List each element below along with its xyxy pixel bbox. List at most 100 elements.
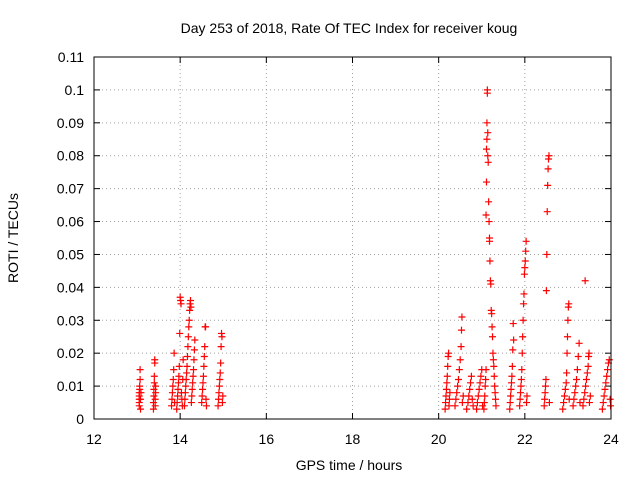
data-point-plus	[544, 165, 552, 173]
y-tick-label: 0.02	[57, 345, 84, 361]
data-point-plus	[216, 376, 224, 384]
data-point-plus	[456, 356, 464, 364]
data-point-plus	[464, 399, 472, 407]
y-tick-label: 0.03	[57, 312, 84, 328]
data-point-plus	[188, 385, 196, 393]
data-point-plus	[543, 250, 551, 258]
data-point-plus	[182, 376, 190, 384]
data-point-plus	[491, 382, 499, 390]
y-tick-label: 0.09	[57, 115, 84, 131]
data-point-plus	[445, 402, 453, 410]
data-point-plus	[137, 405, 145, 413]
data-point-plus	[174, 392, 182, 400]
data-point-plus	[482, 145, 490, 153]
data-point-plus	[519, 333, 527, 341]
data-point-plus	[176, 329, 184, 337]
data-point-plus	[517, 382, 525, 390]
data-point-plus	[583, 369, 591, 377]
data-point-plus	[507, 385, 515, 393]
data-point-plus	[187, 297, 195, 305]
plot-frame	[93, 56, 612, 420]
data-point-plus	[458, 313, 466, 321]
data-point-plus	[484, 129, 492, 137]
data-point-plus	[520, 300, 528, 308]
data-point-plus	[572, 382, 580, 390]
data-point-plus	[573, 376, 581, 384]
data-point-plus	[485, 198, 493, 206]
data-point-plus	[168, 389, 176, 397]
data-point-plus	[445, 395, 453, 403]
data-point-plus	[218, 333, 226, 341]
x-tick-label: 16	[259, 431, 275, 447]
data-point-plus	[169, 376, 177, 384]
data-point-plus	[545, 152, 553, 160]
data-point-plus	[541, 389, 549, 397]
data-point-plus	[482, 366, 490, 374]
data-point-plus	[188, 392, 196, 400]
data-point-plus	[598, 405, 606, 413]
data-point-plus	[199, 385, 207, 393]
data-point-plus	[517, 376, 525, 384]
data-point-plus	[150, 372, 158, 380]
data-point-plus	[481, 392, 489, 400]
chart-title: Day 253 of 2018, Rate Of TEC Index for r…	[181, 20, 518, 36]
data-point-plus	[175, 362, 183, 370]
data-point-plus	[198, 392, 206, 400]
data-point-plus	[564, 316, 572, 324]
data-point-plus	[182, 382, 190, 390]
data-point-plus	[563, 369, 571, 377]
data-point-plus	[150, 385, 158, 393]
data-point-plus	[173, 399, 181, 407]
y-tick-label: 0.05	[57, 246, 84, 262]
data-point-plus	[482, 376, 490, 384]
data-point-plus	[477, 372, 485, 380]
data-point-plus	[542, 382, 550, 390]
data-point-plus	[486, 257, 494, 265]
x-tick-label: 20	[431, 431, 447, 447]
data-point-plus	[453, 389, 461, 397]
data-point-plus	[519, 316, 527, 324]
y-tick-label: 0.1	[65, 82, 85, 98]
data-point-plus	[463, 405, 471, 413]
data-point-plus	[181, 395, 189, 403]
y-tick-label: 0	[76, 411, 84, 427]
data-point-plus	[573, 366, 581, 374]
data-point-plus	[202, 395, 210, 403]
data-point-plus	[136, 382, 144, 390]
data-point-plus	[482, 178, 490, 186]
data-point-plus	[214, 402, 222, 410]
data-point-plus	[137, 389, 145, 397]
data-point-plus	[481, 382, 489, 390]
data-point-plus	[215, 389, 223, 397]
x-tick-label: 24	[603, 431, 619, 447]
data-point-plus	[191, 336, 199, 344]
data-point-plus	[181, 389, 189, 397]
data-point-plus	[169, 382, 177, 390]
data-point-plus	[217, 343, 225, 351]
data-point-plus	[585, 399, 593, 407]
x-tick-label: 18	[345, 431, 361, 447]
data-point-plus	[510, 336, 518, 344]
x-tick-label: 12	[86, 431, 102, 447]
data-point-plus	[177, 300, 185, 308]
data-point-plus	[219, 392, 227, 400]
data-point-plus	[482, 211, 490, 219]
data-point-plus	[489, 349, 497, 357]
data-point-plus	[468, 395, 476, 403]
data-point-plus	[149, 405, 157, 413]
data-point-plus	[216, 369, 224, 377]
data-point-plus	[215, 382, 223, 390]
data-point-plus	[581, 389, 589, 397]
data-point-plus	[442, 399, 450, 407]
data-point-plus	[476, 379, 484, 387]
data-point-plus	[137, 395, 145, 403]
data-point-plus	[569, 402, 577, 410]
data-point-plus	[458, 326, 466, 334]
data-point-plus	[520, 290, 528, 298]
data-point-plus	[469, 402, 477, 410]
data-point-plus	[199, 372, 207, 380]
data-point-plus	[541, 395, 549, 403]
data-point-plus	[508, 362, 516, 370]
data-point-plus	[579, 402, 587, 410]
data-point-plus	[170, 349, 178, 357]
